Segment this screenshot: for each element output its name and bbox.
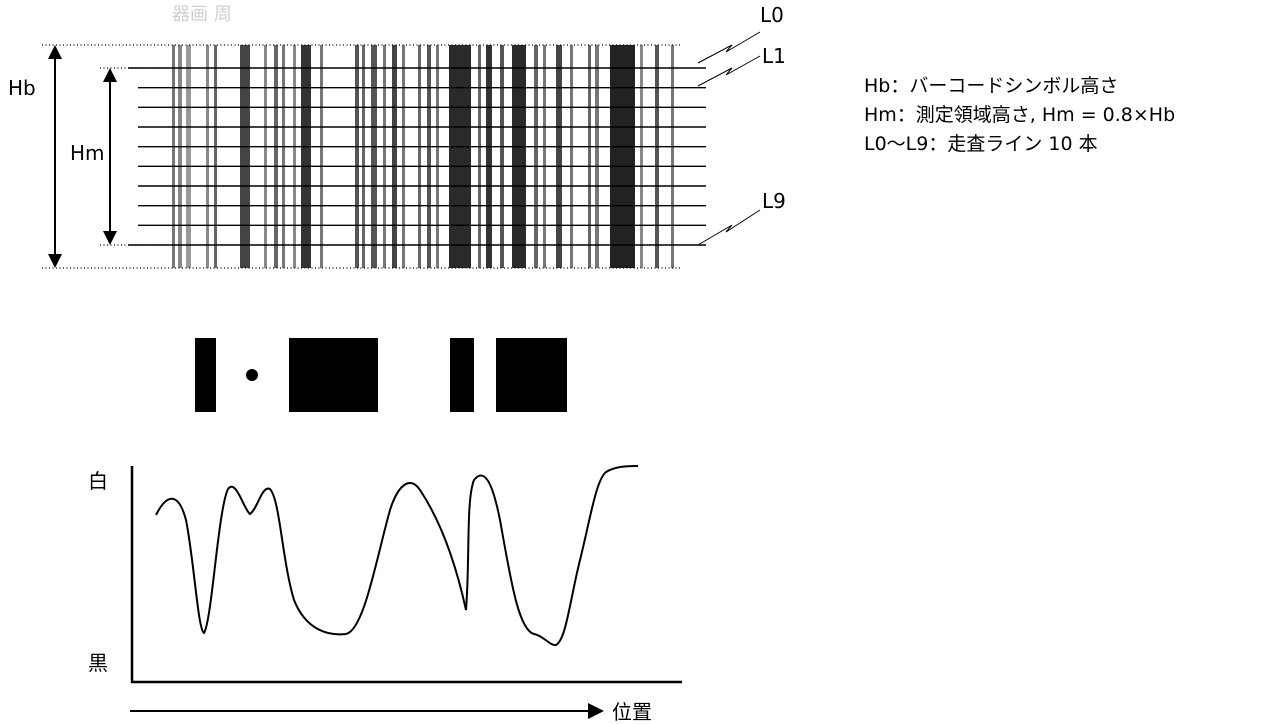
- bar-shape-4: [496, 338, 567, 412]
- white-label: 白: [88, 469, 108, 493]
- barcode-bar: [640, 45, 643, 268]
- l0-leader: [697, 31, 761, 64]
- hm-arrow: [103, 68, 117, 245]
- barcode-bar: [534, 45, 538, 268]
- hb-arrow: [48, 45, 62, 268]
- barcode-bar: [301, 45, 311, 268]
- barcode-bar: [610, 45, 635, 268]
- hm-label: Hm: [70, 141, 105, 165]
- barcode-bar: [264, 45, 267, 268]
- barcode-bar: [206, 45, 209, 268]
- l9-label: L9: [762, 189, 786, 213]
- barcode-bar: [392, 45, 397, 268]
- barcode-bar: [362, 45, 365, 268]
- l0-label: L0: [760, 3, 784, 27]
- legend: Hb：バーコードシンボル高さ Hm：測定領域高さ, Hm = 0.8×Hb L0…: [864, 72, 1175, 159]
- faint-top-text: 器画 周: [172, 4, 232, 25]
- barcode-bar: [570, 45, 573, 268]
- l1-leader: [697, 55, 761, 87]
- barcode-bar: [595, 45, 599, 268]
- bar-shape-1: [195, 338, 216, 412]
- barcode-bar: [671, 45, 674, 268]
- barcode-bar: [556, 45, 562, 268]
- legend-hm: Hm：測定領域高さ, Hm = 0.8×Hb: [864, 104, 1176, 126]
- barcode-bar: [418, 45, 421, 268]
- barcode-bar: [478, 45, 481, 268]
- barcode-bar: [293, 45, 296, 268]
- barcode-bar: [320, 45, 323, 268]
- barcode-bar: [588, 45, 591, 268]
- barcode-bar: [172, 45, 175, 268]
- barcode-bar: [178, 45, 182, 268]
- defect-dot: [246, 369, 258, 381]
- barcode-bar: [449, 45, 471, 268]
- l1-label: L1: [762, 44, 786, 68]
- reflectance-curve: [155, 465, 639, 647]
- barcode-bar: [355, 45, 359, 268]
- barcode-bar: [655, 45, 659, 268]
- position-label: 位置: [612, 700, 652, 724]
- barcode-bar: [402, 45, 405, 268]
- legend-scan-lines: L0〜L9：走査ライン 10 本: [864, 133, 1098, 155]
- legend-hb: Hb：バーコードシンボル高さ: [864, 75, 1119, 97]
- black-label: 黒: [88, 651, 108, 675]
- position-arrow-head: [588, 703, 604, 719]
- l9-leader: [697, 209, 761, 246]
- barcode-bar: [282, 45, 285, 268]
- barcode-bar: [543, 45, 546, 268]
- barcode-bar: [214, 45, 217, 268]
- barcode-bars: [172, 45, 674, 268]
- hb-label: Hb: [8, 76, 36, 100]
- barcode-bar: [436, 45, 439, 268]
- scan-lines: [128, 67, 706, 246]
- bar-shape-3: [450, 338, 474, 412]
- bar-shape-2: [289, 338, 378, 412]
- barcode-bar: [512, 45, 526, 268]
- barcode-bar: [486, 45, 492, 268]
- barcode-bar: [274, 45, 278, 268]
- barcode-bar: [186, 45, 191, 268]
- barcode-bar: [371, 45, 377, 268]
- barcode-bar: [383, 45, 386, 268]
- barcode-bar: [427, 45, 431, 268]
- barcode-bar: [500, 45, 504, 268]
- barcode-bar: [240, 45, 250, 268]
